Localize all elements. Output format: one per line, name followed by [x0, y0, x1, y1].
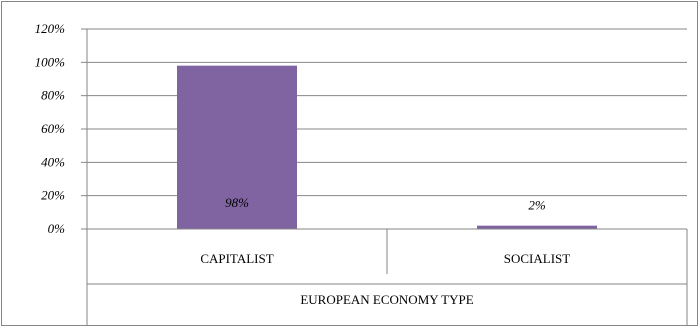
y-tick-label: 0%	[48, 221, 66, 236]
bar-capitalist	[177, 65, 297, 230]
data-label: 2%	[528, 198, 546, 213]
bar-socialist	[477, 225, 597, 229]
y-tick-label: 80%	[41, 88, 65, 103]
x-axis: CAPITALIST SOCIALIST	[86, 228, 688, 326]
y-tick-label: 40%	[41, 154, 65, 169]
y-tick-label: 100%	[35, 54, 66, 69]
bars	[177, 65, 597, 230]
y-tick-label: 60%	[41, 121, 65, 136]
x-axis-title: EUROPEAN ECONOMY TYPE	[300, 292, 473, 307]
y-tick-label: 20%	[41, 188, 65, 203]
y-tick-label: 120%	[35, 21, 66, 36]
category-label: CAPITALIST	[200, 251, 273, 266]
data-label: 98%	[225, 195, 249, 210]
y-axis-ticks: 0% 20% 40% 60% 80% 100% 120%	[35, 21, 66, 236]
category-label: SOCIALIST	[504, 251, 571, 266]
data-labels: 98% 2%	[225, 195, 546, 213]
